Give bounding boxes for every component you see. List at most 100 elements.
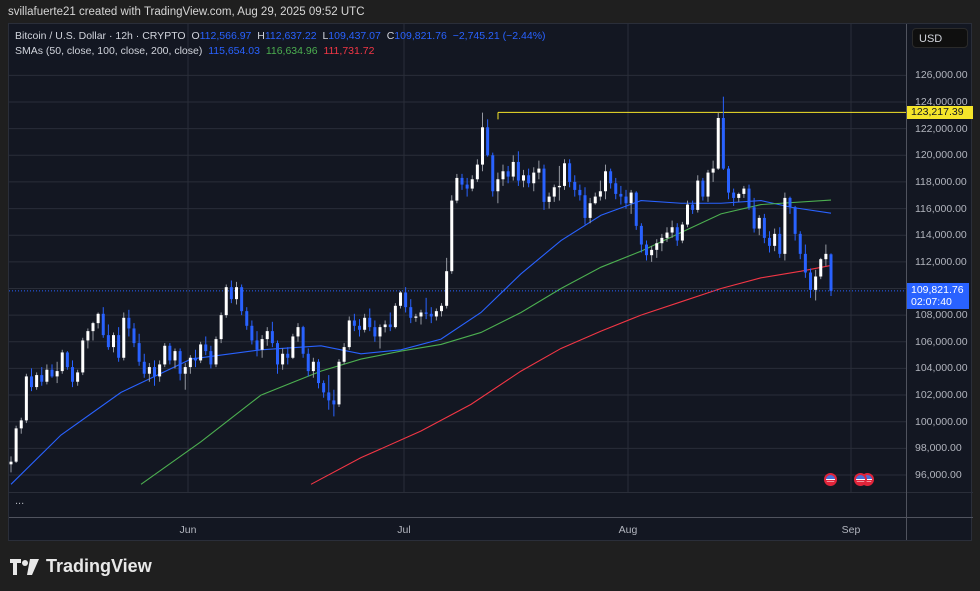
candle	[188, 357, 192, 368]
candle	[706, 172, 710, 197]
candle	[629, 192, 633, 204]
candle	[624, 196, 628, 204]
candle	[65, 352, 69, 368]
candle	[409, 307, 413, 318]
candle	[557, 185, 561, 188]
candle	[132, 328, 136, 344]
secondary-pane[interactable]: ...	[9, 492, 906, 517]
price-tick: 126,000.00	[915, 69, 968, 82]
time-label-jun: Jun	[179, 524, 197, 536]
brand-name: TradingView	[46, 556, 152, 576]
sma-indicator-label[interactable]: SMAs (50, close, 100, close, 200, close)	[15, 45, 203, 57]
candle	[178, 351, 182, 374]
sma-row: SMAs (50, close, 100, close, 200, close)…	[15, 44, 546, 59]
us-flag-event-icon[interactable]	[854, 473, 867, 486]
candle	[429, 313, 433, 317]
candle	[455, 177, 459, 201]
candle	[824, 253, 828, 260]
candle	[465, 184, 469, 189]
candle	[265, 331, 269, 340]
pane-more-icon[interactable]: ...	[15, 495, 25, 507]
sma-line	[310, 264, 832, 485]
candle	[183, 367, 187, 374]
candle	[173, 351, 177, 361]
candle	[229, 287, 233, 300]
candle	[563, 163, 566, 186]
candle	[332, 400, 336, 405]
candle	[91, 323, 95, 332]
candle	[650, 249, 654, 256]
candle	[486, 127, 490, 156]
candle	[434, 311, 438, 317]
bar-countdown: 02:07:40	[911, 296, 952, 308]
candle	[645, 244, 648, 256]
candle	[481, 127, 484, 165]
candle	[614, 183, 618, 194]
price-axis[interactable]: 126,000.00 124,000.00 122,000.00 120,000.00…	[906, 24, 973, 540]
close-label: C	[386, 30, 395, 42]
tradingview-logo-icon	[10, 558, 39, 575]
axis-corner	[907, 517, 973, 542]
candle	[552, 187, 556, 197]
candle	[378, 327, 382, 337]
candle	[368, 317, 372, 328]
candle	[55, 371, 59, 377]
candle	[701, 180, 705, 197]
candle	[219, 315, 223, 340]
candle	[573, 181, 577, 190]
candle	[255, 340, 259, 350]
candle	[419, 312, 423, 317]
price-tick: 98,000.00	[915, 442, 962, 455]
candle	[50, 369, 54, 377]
candlestick-chart[interactable]	[9, 24, 906, 492]
candle	[363, 317, 367, 330]
candle	[737, 193, 741, 198]
candle	[204, 344, 208, 352]
candle	[311, 361, 315, 372]
attribution-text: svillafuerte21 created with TradingView.…	[8, 6, 365, 18]
open-value: 112,566.97	[199, 30, 252, 42]
candle	[639, 225, 643, 245]
candle	[35, 375, 39, 388]
candle	[578, 189, 582, 196]
candle	[752, 207, 756, 229]
candle	[619, 193, 623, 197]
time-label-aug: Aug	[618, 524, 638, 536]
candle	[568, 163, 572, 182]
candle	[291, 336, 295, 358]
price-tick: 124,000.00	[915, 96, 968, 108]
candle	[260, 339, 264, 350]
candle	[496, 179, 500, 192]
time-axis[interactable]: Jun Jul Aug Sep	[9, 517, 906, 542]
sma50-value: 115,654.03	[208, 45, 260, 57]
candle	[814, 276, 818, 290]
candle	[81, 340, 85, 373]
high-label: H	[257, 30, 265, 42]
candle	[665, 232, 669, 238]
candle	[112, 335, 115, 348]
candle	[542, 168, 546, 202]
symbol-name[interactable]: Bitcoin / U.S. Dollar · 12h · CRYPTO	[15, 30, 186, 42]
candle	[696, 180, 700, 210]
sma200-value: 111,731.72	[323, 45, 375, 57]
chart-frame: Bitcoin / U.S. Dollar · 12h · CRYPTO O11…	[8, 23, 973, 542]
candle	[660, 237, 664, 244]
candle	[757, 217, 761, 229]
candle	[773, 233, 777, 246]
candle	[440, 305, 443, 312]
candle	[296, 327, 300, 337]
sma100-value: 116,634.96	[265, 45, 318, 57]
candle	[60, 352, 64, 372]
candle	[327, 392, 331, 401]
us-flag-event-icon[interactable]	[824, 473, 837, 486]
candle	[388, 324, 392, 328]
candle	[680, 224, 684, 241]
candle	[798, 233, 802, 254]
candle	[14, 428, 18, 462]
currency-button[interactable]: USD	[912, 28, 968, 48]
main-pane[interactable]: Bitcoin / U.S. Dollar · 12h · CRYPTO O11…	[9, 24, 906, 492]
candle	[424, 312, 428, 314]
candle	[732, 192, 736, 198]
candle	[414, 316, 418, 318]
candle	[373, 327, 377, 337]
